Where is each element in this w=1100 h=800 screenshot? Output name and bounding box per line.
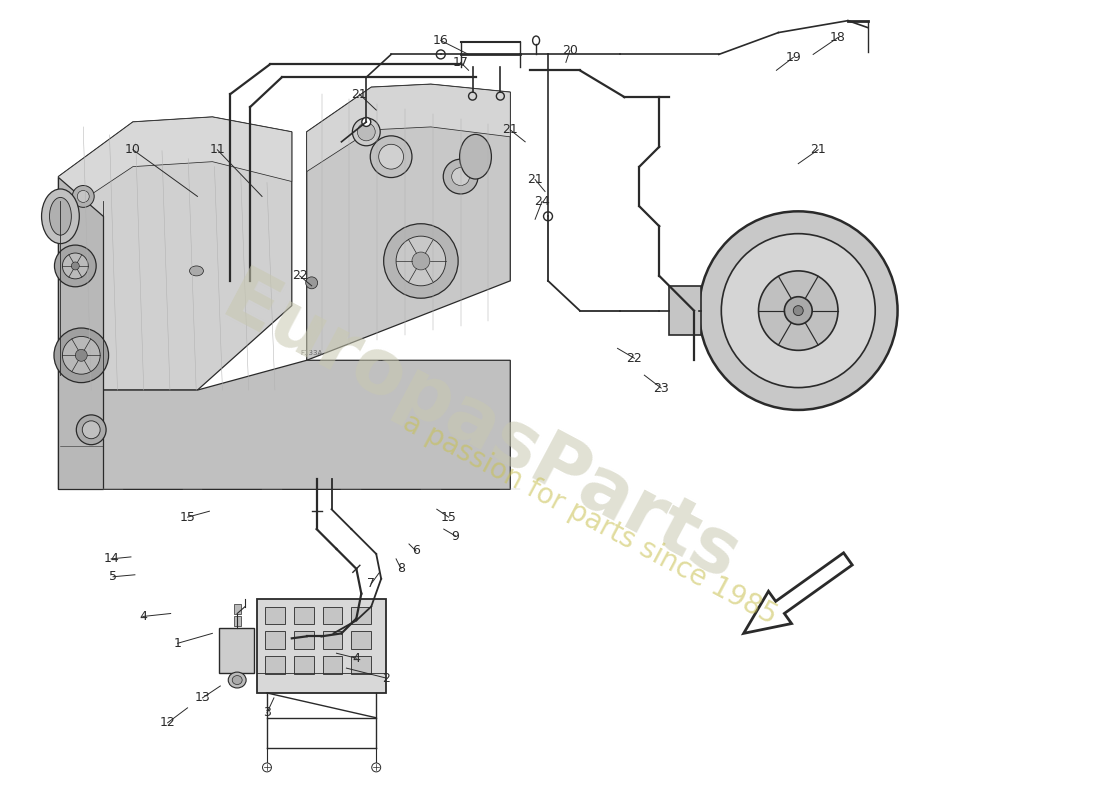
FancyBboxPatch shape: [322, 656, 342, 674]
Ellipse shape: [42, 189, 79, 243]
Text: 15: 15: [179, 510, 196, 524]
Text: 1: 1: [174, 637, 182, 650]
Ellipse shape: [63, 337, 100, 374]
Ellipse shape: [722, 234, 876, 387]
Text: 21: 21: [527, 173, 543, 186]
FancyBboxPatch shape: [351, 631, 372, 650]
FancyBboxPatch shape: [219, 629, 254, 673]
Ellipse shape: [73, 186, 95, 207]
Ellipse shape: [452, 168, 470, 186]
Text: 9: 9: [452, 530, 460, 542]
Ellipse shape: [306, 277, 318, 289]
FancyBboxPatch shape: [322, 631, 342, 650]
Text: EuropasParts: EuropasParts: [210, 262, 751, 597]
Ellipse shape: [75, 350, 87, 362]
Text: 21: 21: [503, 123, 518, 136]
Text: a passion for parts since 1985: a passion for parts since 1985: [398, 408, 781, 630]
Text: 14: 14: [103, 552, 119, 566]
Ellipse shape: [352, 118, 381, 146]
Ellipse shape: [232, 675, 242, 685]
Text: 17: 17: [453, 56, 469, 69]
Text: 22: 22: [292, 270, 308, 282]
FancyBboxPatch shape: [234, 603, 241, 614]
Ellipse shape: [229, 672, 246, 688]
Ellipse shape: [437, 50, 446, 59]
Polygon shape: [58, 117, 292, 216]
FancyBboxPatch shape: [322, 606, 342, 625]
Ellipse shape: [793, 306, 803, 315]
Text: 21: 21: [352, 88, 367, 101]
Ellipse shape: [358, 123, 375, 141]
FancyBboxPatch shape: [294, 631, 313, 650]
Ellipse shape: [784, 297, 812, 325]
Ellipse shape: [63, 253, 88, 279]
Text: 5: 5: [109, 570, 117, 583]
Text: 12: 12: [160, 716, 176, 730]
Ellipse shape: [50, 198, 72, 235]
FancyBboxPatch shape: [265, 606, 285, 625]
Ellipse shape: [189, 266, 204, 276]
Text: 2: 2: [382, 671, 390, 685]
Ellipse shape: [543, 212, 552, 221]
Text: 15: 15: [441, 510, 456, 524]
Text: 23: 23: [653, 382, 669, 394]
Polygon shape: [307, 84, 510, 360]
FancyBboxPatch shape: [265, 631, 285, 650]
Ellipse shape: [443, 159, 478, 194]
Ellipse shape: [396, 236, 446, 286]
Text: 11: 11: [209, 143, 226, 156]
Ellipse shape: [372, 763, 381, 772]
Text: 18: 18: [830, 31, 846, 44]
Ellipse shape: [412, 252, 430, 270]
Ellipse shape: [82, 421, 100, 438]
Polygon shape: [58, 177, 103, 490]
Text: 8: 8: [397, 562, 405, 575]
Text: 4: 4: [139, 610, 146, 623]
Text: 21: 21: [811, 143, 826, 156]
Ellipse shape: [371, 136, 412, 178]
Ellipse shape: [460, 134, 492, 179]
FancyBboxPatch shape: [265, 656, 285, 674]
Ellipse shape: [384, 224, 458, 298]
FancyBboxPatch shape: [351, 656, 372, 674]
Text: 20: 20: [562, 44, 578, 57]
Ellipse shape: [72, 262, 79, 270]
FancyBboxPatch shape: [669, 286, 701, 335]
Ellipse shape: [76, 415, 106, 445]
Text: F133A: F133A: [300, 350, 322, 356]
Text: 6: 6: [412, 545, 420, 558]
Text: 4: 4: [352, 652, 361, 665]
Polygon shape: [58, 117, 292, 390]
Text: 19: 19: [785, 51, 801, 64]
FancyBboxPatch shape: [257, 598, 386, 693]
Ellipse shape: [759, 271, 838, 350]
FancyBboxPatch shape: [294, 656, 313, 674]
Ellipse shape: [77, 190, 89, 202]
Polygon shape: [58, 360, 510, 490]
Text: 24: 24: [535, 195, 550, 208]
Text: 7: 7: [367, 578, 375, 590]
Polygon shape: [307, 84, 510, 171]
Ellipse shape: [54, 328, 109, 382]
FancyBboxPatch shape: [234, 617, 241, 626]
FancyBboxPatch shape: [294, 606, 313, 625]
Ellipse shape: [263, 763, 272, 772]
Text: 3: 3: [263, 706, 271, 719]
Text: 13: 13: [195, 691, 210, 705]
Ellipse shape: [55, 245, 96, 286]
Ellipse shape: [378, 144, 404, 169]
Ellipse shape: [698, 211, 898, 410]
Ellipse shape: [362, 118, 371, 126]
FancyBboxPatch shape: [351, 606, 372, 625]
Text: 16: 16: [433, 34, 449, 47]
Text: 22: 22: [627, 352, 642, 365]
FancyArrow shape: [744, 553, 852, 634]
Text: 10: 10: [125, 143, 141, 156]
